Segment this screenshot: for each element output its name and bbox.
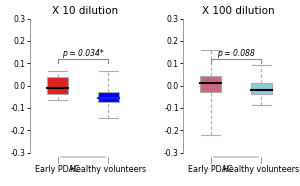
Text: p = 0.088: p = 0.088 (217, 49, 255, 58)
Text: p = 0.034*: p = 0.034* (62, 49, 104, 58)
Text: Healthy volunteers: Healthy volunteers (223, 165, 299, 174)
Text: Healthy volunteers: Healthy volunteers (70, 165, 146, 174)
Title: X 10 dilution: X 10 dilution (52, 7, 119, 16)
Bar (98, 92, 119, 102)
Bar (200, 76, 221, 92)
Title: X 100 dilution: X 100 dilution (202, 7, 275, 16)
Bar (250, 83, 272, 94)
Bar (47, 77, 68, 94)
Text: Early PDAC: Early PDAC (188, 165, 233, 174)
Text: Early PDAC: Early PDAC (35, 165, 80, 174)
